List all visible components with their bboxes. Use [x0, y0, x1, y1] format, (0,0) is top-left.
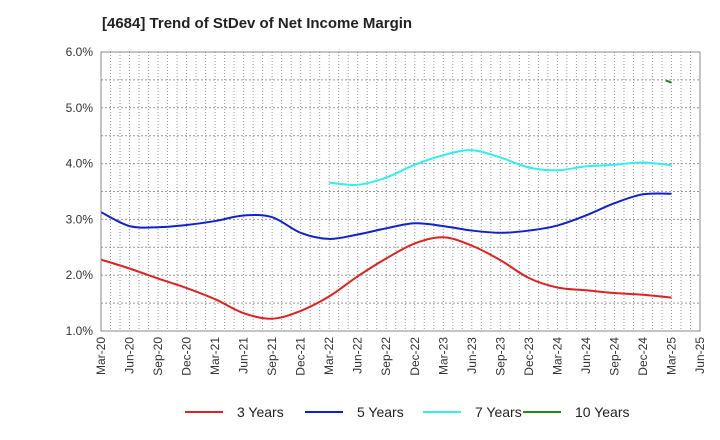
x-tick-label: Mar-23	[436, 337, 450, 375]
series-line-10-years	[665, 79, 672, 84]
x-tick-label: Mar-20	[94, 337, 108, 375]
chart-title: [4684] Trend of StDev of Net Income Marg…	[102, 15, 413, 32]
x-tick-label: Mar-25	[664, 337, 678, 375]
x-tick-label: Jun-22	[351, 337, 365, 374]
x-tick-label: Sep-24	[607, 337, 621, 376]
x-tick-label: Mar-21	[208, 337, 222, 375]
x-tick-label: Jun-20	[123, 337, 137, 374]
legend-label: 10 Years	[575, 404, 630, 420]
y-tick-label: 5.0%	[66, 101, 94, 115]
y-tick-label: 2.0%	[66, 268, 94, 282]
x-tick-labels: Mar-20 Jun-20 Sep-20 Dec-20 Mar-21 Jun-21 Sep-…	[94, 337, 707, 376]
x-tick-label: Sep-23	[493, 337, 507, 376]
legend-item-5-years: 5 Years	[305, 404, 404, 420]
legend: 3 Years 5 Years 7 Years 10 Years	[0, 404, 720, 426]
legend-item-10-years: 10 Years	[523, 404, 630, 420]
x-tick-label: Mar-24	[550, 337, 564, 375]
legend-label: 3 Years	[237, 404, 284, 420]
y-tick-label: 4.0%	[66, 157, 94, 171]
series-line-5-years	[100, 192, 672, 240]
x-tick-label: Sep-20	[151, 337, 165, 376]
series-line-7-years	[329, 149, 672, 186]
x-tick-label: Sep-22	[379, 337, 393, 376]
x-tick-label: Dec-20	[180, 337, 194, 376]
y-tick-labels: 1.0% 2.0% 3.0% 4.0% 5.0% 6.0%	[66, 45, 94, 338]
x-tick-label: Jun-21	[237, 337, 251, 374]
x-tick-label: Mar-22	[322, 337, 336, 375]
legend-label: 7 Years	[475, 404, 522, 420]
x-tick-label: Jun-24	[579, 337, 593, 374]
legend-swatch	[423, 411, 461, 413]
legend-swatch	[185, 411, 223, 413]
axes	[100, 51, 701, 332]
series-line-3-years	[100, 236, 672, 320]
x-tick-label: Sep-21	[265, 337, 279, 376]
y-tick-label: 3.0%	[66, 212, 94, 226]
plot-frame	[100, 51, 701, 332]
x-tick-label: Dec-24	[636, 337, 650, 376]
y-tick-label: 1.0%	[66, 324, 94, 338]
x-tick-label: Dec-23	[522, 337, 536, 376]
legend-item-7-years: 7 Years	[423, 404, 522, 420]
x-tick-label: Dec-21	[294, 337, 308, 376]
x-tick-label: Jun-23	[465, 337, 479, 374]
x-tick-label: Jun-25	[693, 337, 707, 374]
legend-swatch	[305, 411, 343, 413]
legend-label: 5 Years	[357, 404, 404, 420]
line-chart: 1.0% 2.0% 3.0% 4.0% 5.0% 6.0% Mar-20 Jun-20 Sep…	[66, 45, 707, 376]
legend-item-3-years: 3 Years	[185, 404, 284, 420]
y-tick-label: 6.0%	[66, 45, 94, 59]
series-lines	[100, 79, 672, 320]
legend-swatch	[523, 411, 561, 413]
x-tick-label: Dec-22	[408, 337, 422, 376]
